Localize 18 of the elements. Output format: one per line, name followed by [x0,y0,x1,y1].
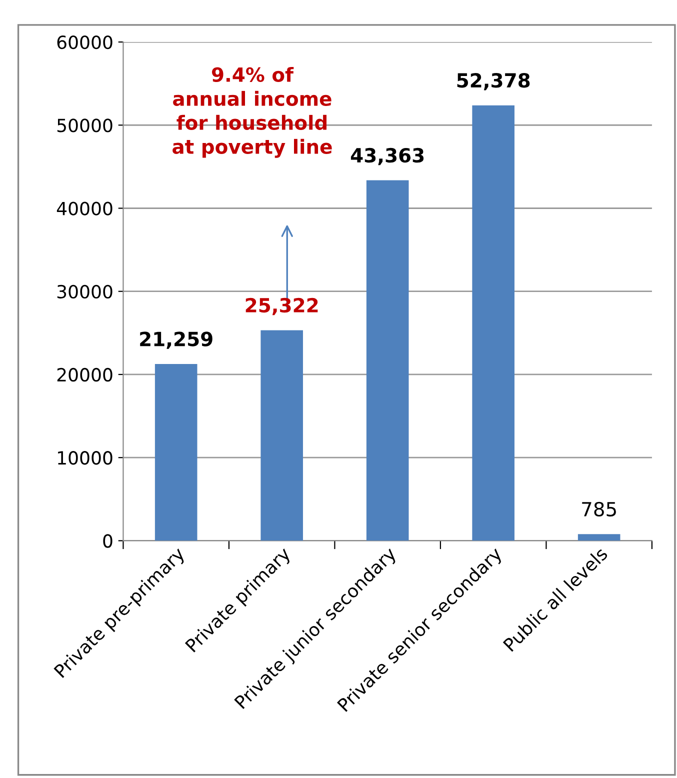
y-tick-label: 0 [103,534,112,548]
bar [154,364,198,541]
data-label: 52,378 [457,73,530,90]
data-label: 43,363 [350,148,424,166]
y-tick-label: 10000 [58,451,112,465]
y-tick-label: 20000 [57,368,112,382]
y-tick-label: 60000 [57,35,112,50]
y-tick-label: 30000 [57,284,112,298]
annotation: 9.4% of annual income for household at poverty line [172,66,332,158]
y-tick-label: 50000 [57,118,112,132]
bar [578,534,620,541]
data-label: 25,322 [246,298,318,316]
data-label: 785 [582,502,616,517]
data-label: 21,259 [140,332,212,349]
y-tick-label: 40000 [56,202,112,216]
bar [366,180,409,541]
bar [472,105,514,541]
bar [260,330,303,541]
